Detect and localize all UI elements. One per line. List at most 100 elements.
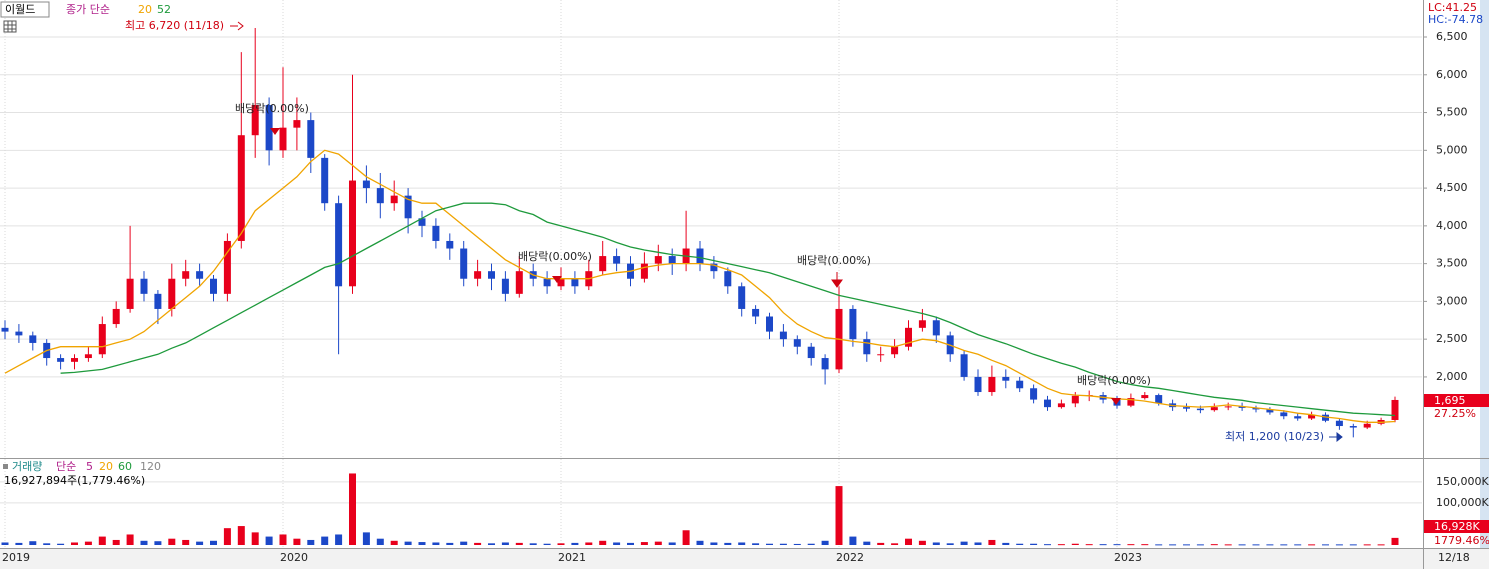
volume-bar	[557, 543, 565, 545]
volume-bar	[98, 536, 106, 545]
volume-bar	[1085, 544, 1093, 546]
volume-bar	[918, 540, 926, 545]
annotation-high: 최고 6,720 (11/18)	[125, 19, 224, 32]
candle-body	[488, 271, 495, 279]
volume-bar	[1127, 544, 1135, 546]
volume-bar	[376, 538, 384, 545]
ma-label: 종가 단순	[66, 3, 110, 16]
volume-ma: 20	[99, 460, 113, 473]
volume-bar	[71, 542, 78, 545]
candle-body	[793, 339, 801, 347]
candle-body	[126, 278, 134, 309]
candle-body	[279, 127, 287, 151]
volume-bar	[724, 542, 732, 545]
volume-bar	[182, 539, 190, 545]
ma-legend: 20	[138, 3, 152, 16]
volume-bar	[1210, 544, 1218, 546]
volume-bar	[293, 538, 301, 545]
volume-bar	[738, 542, 746, 545]
candle-body	[1224, 406, 1232, 408]
candle-body	[112, 308, 120, 325]
candle-body	[168, 278, 176, 309]
y-tick-label: 100,000K	[1436, 496, 1489, 509]
volume-bar	[126, 534, 134, 545]
candle-body	[1294, 416, 1302, 419]
volume-bar	[1224, 544, 1232, 546]
candle-body	[766, 316, 773, 332]
candle-body	[390, 195, 398, 204]
volume-bar	[488, 543, 495, 545]
volume-bar	[15, 542, 23, 545]
x-tick-label: 2021	[558, 551, 586, 564]
volume-bar	[988, 539, 996, 545]
stock-box[interactable]	[0, 1, 50, 18]
y-tick-label: 4,500	[1436, 181, 1468, 194]
volume-bar	[515, 542, 523, 545]
volume-bar	[196, 541, 204, 545]
volume-bar	[237, 526, 245, 545]
grid-icon[interactable]	[3, 20, 17, 33]
candle-body	[1363, 423, 1371, 428]
candle-body	[724, 271, 732, 287]
candle-body	[710, 263, 718, 272]
volume-bar	[766, 543, 773, 545]
candle-body	[599, 256, 607, 272]
candle-body	[1071, 395, 1079, 404]
candle-body	[613, 256, 621, 264]
volume-bar	[404, 541, 412, 545]
y-tick-label: 3,000	[1436, 294, 1468, 307]
candle-body	[1030, 388, 1038, 400]
volume-bar	[682, 530, 690, 545]
candle-body	[1391, 399, 1399, 420]
candle-body	[571, 278, 579, 287]
volume-bar	[1169, 544, 1177, 546]
candle-body	[321, 157, 329, 204]
ma-line	[60, 202, 1396, 417]
x-tick-label: 2022	[836, 551, 864, 564]
candle-body	[932, 320, 940, 336]
x-tick-label: 2020	[280, 551, 308, 564]
candle-body	[515, 271, 523, 294]
volume-bar	[1335, 544, 1343, 546]
candle-body	[752, 308, 760, 317]
candle-body	[543, 278, 551, 287]
candle-body	[29, 335, 37, 343]
annotation-low: 최저 1,200 (10/23)	[1225, 430, 1324, 443]
y-tick-label: 6,000	[1436, 68, 1468, 81]
volume-bar	[1113, 544, 1121, 546]
volume-bar	[807, 543, 815, 545]
volume-bar	[1349, 544, 1357, 546]
candle-body	[557, 278, 565, 287]
volume-bar	[474, 542, 482, 545]
x-tick-label: 2023	[1114, 551, 1142, 564]
volume-bar	[1377, 544, 1385, 546]
volume-bar	[1002, 542, 1010, 545]
candle-body	[905, 327, 912, 347]
candle-body	[335, 203, 343, 287]
candle-body	[349, 180, 356, 287]
candle-body	[265, 104, 273, 151]
volume-ma: 60	[118, 460, 132, 473]
candle-body	[821, 358, 829, 370]
candle-body	[863, 339, 871, 355]
volume-bar	[432, 542, 440, 545]
volume-bar	[362, 532, 370, 545]
candle-body	[640, 263, 648, 279]
volume-bar	[1099, 544, 1107, 546]
candle-body	[307, 120, 315, 158]
volume-bar	[932, 542, 940, 545]
volume-bar	[112, 539, 120, 545]
candle-body	[196, 271, 204, 279]
candle-body	[974, 376, 982, 393]
change: 27.25%	[1434, 407, 1476, 420]
candle-body	[1349, 426, 1357, 428]
y-tick-label: 150,000K	[1436, 475, 1489, 488]
volume-bar	[1, 542, 9, 545]
volume-bar	[418, 542, 426, 545]
lc-label: LC:41.25	[1428, 1, 1477, 14]
volume-bar	[543, 543, 551, 545]
volume-bar	[43, 543, 51, 545]
volume-bar	[223, 528, 231, 545]
arrow	[270, 128, 280, 135]
